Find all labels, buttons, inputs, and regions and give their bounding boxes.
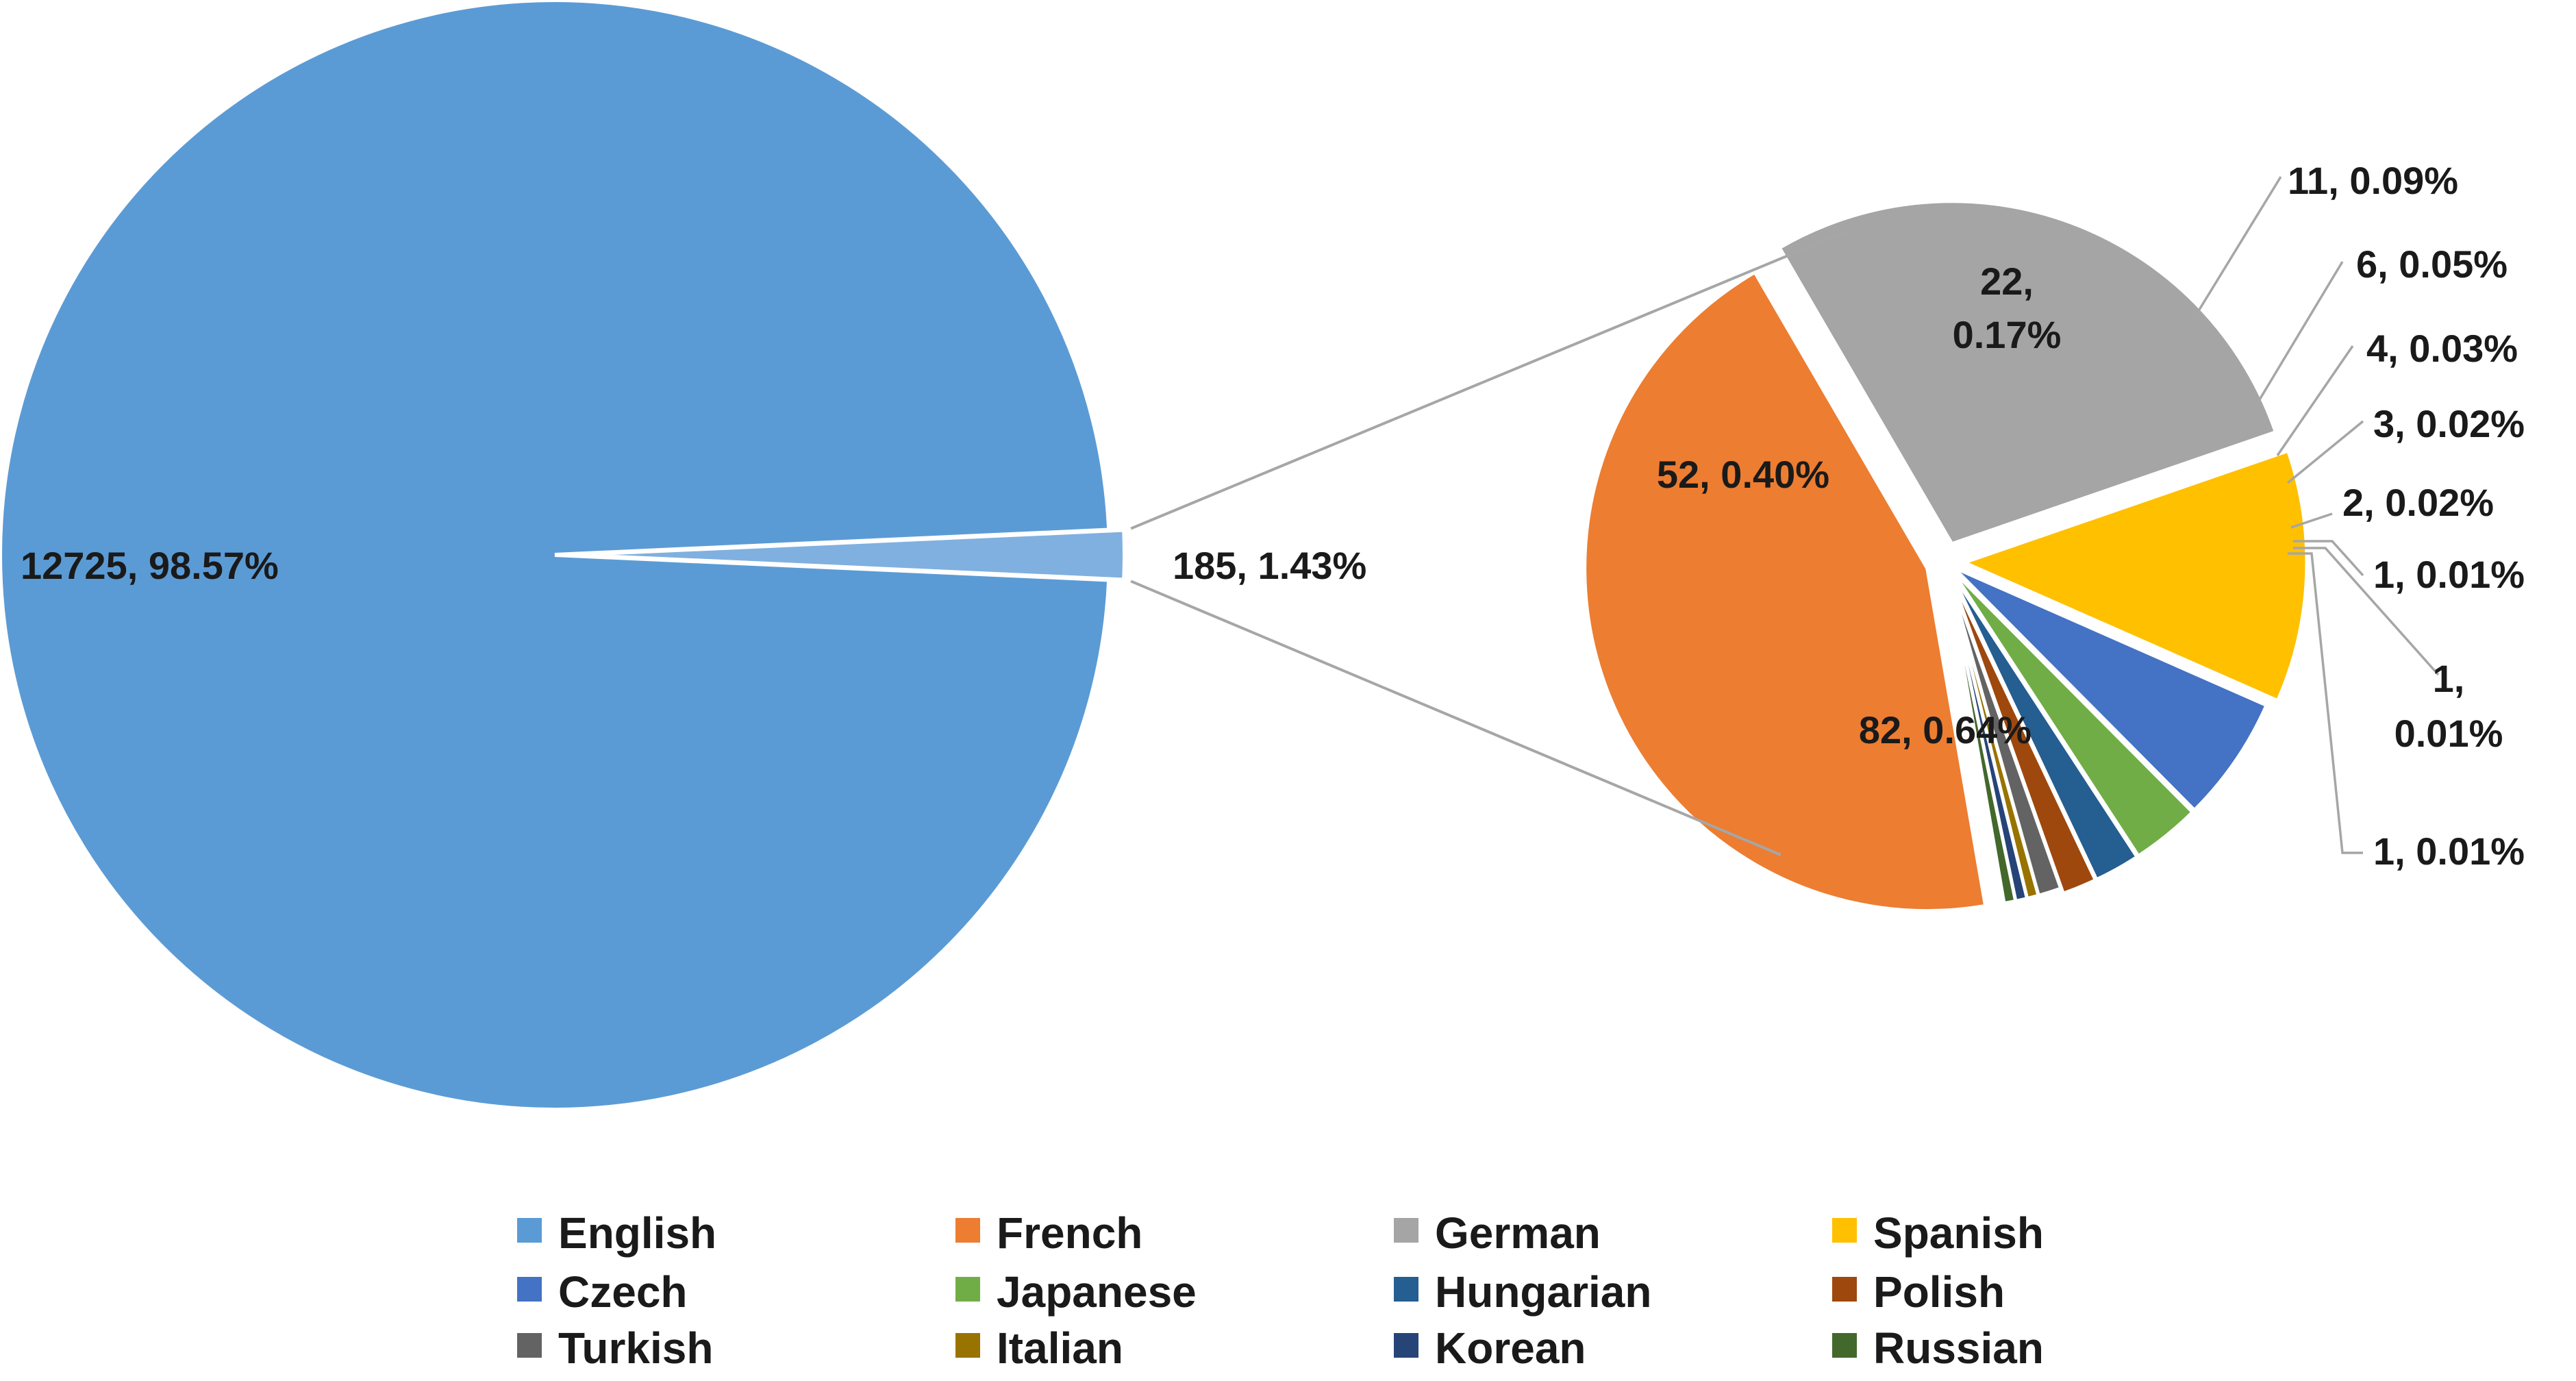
legend-swatch-spanish xyxy=(1832,1218,1857,1243)
leader-line-japanese xyxy=(2255,261,2344,405)
leader-line-italian xyxy=(2293,540,2364,577)
legend-swatch-czech xyxy=(517,1277,542,1302)
legend-label-czech: Czech xyxy=(558,1267,688,1317)
slice-other xyxy=(569,527,1127,582)
slice-german xyxy=(1777,199,2278,546)
legend-label-turkish: Turkish xyxy=(558,1323,713,1373)
data-label-french: 82, 0.64% xyxy=(1859,708,2031,751)
leader-line-polish xyxy=(2286,420,2364,484)
legend-swatch-italian xyxy=(955,1333,980,1358)
data-label-spanish: 22, 0.17% xyxy=(1953,260,2062,356)
legend-label-english: English xyxy=(558,1208,716,1258)
leader-line-russian xyxy=(2288,552,2363,854)
legend-swatch-english xyxy=(517,1218,542,1243)
data-label-english: 12725, 98.57% xyxy=(21,544,279,587)
leader-line-korean xyxy=(2293,547,2440,676)
data-label-other: 185, 1.43% xyxy=(1173,544,1366,587)
legend-swatch-russian xyxy=(1832,1333,1857,1358)
connector-line-bottom xyxy=(1130,580,1781,856)
legend-label-german: German xyxy=(1435,1208,1601,1258)
leader-line-hungarian xyxy=(2276,345,2354,456)
legend-swatch-hungarian xyxy=(1394,1277,1418,1302)
data-label-italian: 1, 0.01% xyxy=(2373,553,2525,596)
legend-label-polish: Polish xyxy=(1873,1267,2005,1317)
data-label-japanese: 6, 0.05% xyxy=(2356,242,2508,286)
connector-line-top xyxy=(1130,230,1847,530)
slice-english xyxy=(0,0,1112,1112)
leader-line-turkish xyxy=(2290,512,2333,529)
legend-label-korean: Korean xyxy=(1435,1323,1586,1373)
legend: English French German Spanish Czech Japanese H… xyxy=(517,1208,2044,1373)
legend-swatch-turkish xyxy=(517,1333,542,1358)
legend-swatch-korean xyxy=(1394,1333,1418,1358)
legend-swatch-japanese xyxy=(955,1277,980,1302)
data-label-czech: 11, 0.09% xyxy=(2288,159,2458,202)
legend-label-japanese: Japanese xyxy=(997,1267,1197,1317)
legend-label-russian: Russian xyxy=(1873,1323,2044,1373)
legend-swatch-polish xyxy=(1832,1277,1857,1302)
legend-swatch-german xyxy=(1394,1218,1418,1243)
legend-swatch-french xyxy=(955,1218,980,1243)
legend-label-hungarian: Hungarian xyxy=(1435,1267,1651,1317)
legend-label-spanish: Spanish xyxy=(1873,1208,2044,1258)
slice-french xyxy=(1583,270,1988,913)
legend-label-french: French xyxy=(997,1208,1142,1258)
data-label-turkish: 2, 0.02% xyxy=(2342,481,2494,524)
slice-czech xyxy=(1951,565,2269,813)
data-label-polish: 3, 0.02% xyxy=(2373,402,2525,445)
data-label-korean: 1, 0.01% xyxy=(2394,657,2503,755)
slice-polish xyxy=(1947,569,2098,896)
leader-line-czech xyxy=(2190,176,2282,323)
legend-label-italian: Italian xyxy=(997,1323,1123,1373)
data-label-russian: 1, 0.01% xyxy=(2373,830,2525,873)
data-label-german: 52, 0.40% xyxy=(1657,453,1829,496)
slice-russian xyxy=(1944,565,2018,906)
data-label-hungarian: 4, 0.03% xyxy=(2366,327,2518,370)
